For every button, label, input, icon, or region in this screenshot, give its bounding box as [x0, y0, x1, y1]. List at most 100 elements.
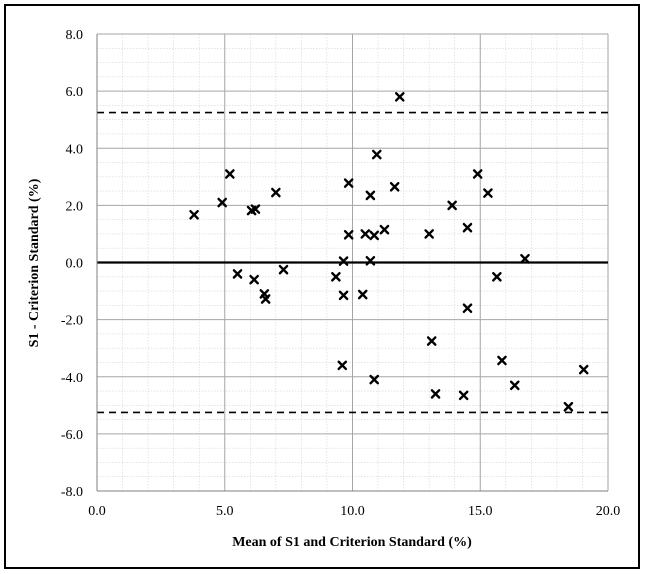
point-stroke	[497, 355, 507, 366]
y-tick-label: 4.0	[66, 142, 84, 157]
point-stroke	[369, 230, 380, 241]
data-point	[250, 204, 261, 214]
point-stroke	[338, 256, 349, 266]
point-stroke	[278, 264, 289, 275]
data-point	[278, 264, 289, 275]
point-stroke	[578, 364, 589, 375]
point-stroke	[389, 182, 400, 192]
point-stroke	[338, 290, 349, 301]
data-point	[232, 269, 243, 279]
data-point	[225, 169, 235, 179]
x-tick-label: 5.0	[216, 504, 234, 519]
point-stroke	[365, 255, 376, 266]
data-point	[379, 224, 390, 235]
point-stroke	[492, 271, 502, 282]
data-point	[337, 360, 348, 371]
point-stroke	[371, 149, 382, 160]
data-point	[394, 92, 405, 102]
point-stroke	[249, 274, 259, 285]
x-tick-label: 20.0	[596, 504, 621, 519]
data-point	[369, 374, 380, 385]
y-tick-label: -4.0	[61, 371, 83, 386]
data-point	[338, 290, 349, 301]
data-point	[424, 229, 434, 239]
data-point	[462, 303, 473, 313]
point-stroke	[260, 294, 271, 304]
x-tick-label: 10.0	[340, 504, 365, 519]
data-point	[371, 149, 382, 160]
data-point	[271, 187, 281, 198]
data-point	[343, 229, 354, 240]
point-stroke	[271, 187, 281, 198]
data-point	[509, 380, 520, 391]
point-stroke	[343, 229, 354, 240]
data-point	[563, 401, 574, 412]
point-stroke	[232, 269, 243, 279]
point-stroke	[365, 190, 376, 201]
data-point	[472, 169, 483, 179]
y-tick-label: 8.0	[66, 28, 84, 43]
y-tick-labels: 8.0 6.0 4.0 2.0 0.0 -2.0 -4.0 -6.0 -8.0	[61, 28, 83, 500]
data-point	[357, 289, 368, 300]
point-stroke	[462, 222, 473, 233]
point-stroke	[472, 169, 483, 179]
y-axis-title: S1 - Criterion Standard (%)	[27, 178, 42, 347]
point-stroke	[250, 204, 261, 214]
point-stroke	[357, 289, 368, 300]
point-stroke	[430, 389, 441, 399]
data-point	[369, 230, 380, 241]
data-point	[365, 255, 376, 266]
point-stroke	[458, 390, 469, 401]
data-point	[458, 390, 469, 401]
y-tick-label: -2.0	[61, 314, 83, 329]
data-points	[189, 92, 589, 412]
point-stroke	[520, 253, 530, 264]
point-stroke	[424, 229, 434, 239]
data-point	[365, 190, 376, 201]
point-stroke	[225, 169, 235, 179]
data-point	[497, 355, 507, 366]
data-point	[249, 274, 259, 285]
data-point	[260, 294, 271, 304]
point-stroke	[369, 374, 380, 385]
chart-frame	[4, 4, 640, 569]
y-tick-label: 6.0	[66, 85, 84, 100]
x-axis-title: Mean of S1 and Criterion Standard (%)	[232, 535, 472, 550]
data-point	[360, 229, 371, 239]
x-tick-label: 0.0	[88, 504, 106, 519]
data-point	[430, 389, 441, 399]
data-point	[217, 197, 227, 208]
data-point	[578, 364, 589, 375]
point-stroke	[563, 401, 574, 412]
point-stroke	[394, 92, 405, 102]
data-point	[462, 222, 473, 233]
data-point	[389, 182, 400, 192]
point-stroke	[337, 360, 348, 371]
point-stroke	[462, 303, 473, 313]
point-stroke	[217, 197, 227, 208]
point-stroke	[447, 200, 457, 211]
point-stroke	[426, 336, 437, 346]
data-point	[189, 210, 199, 220]
point-stroke	[360, 229, 371, 239]
point-stroke	[483, 188, 493, 198]
data-point	[331, 271, 341, 282]
data-point	[338, 256, 349, 266]
data-point	[492, 271, 502, 282]
y-tick-label: 0.0	[66, 257, 84, 272]
y-tick-label: 2.0	[66, 199, 84, 214]
x-tick-labels: 0.0 5.0 10.0 15.0 20.0	[88, 504, 620, 519]
point-stroke	[379, 224, 390, 235]
point-stroke	[509, 380, 520, 391]
data-point	[343, 178, 354, 188]
data-point	[447, 200, 457, 211]
axes	[96, 34, 608, 492]
data-point	[483, 188, 493, 198]
data-point	[520, 253, 530, 264]
y-tick-label: -6.0	[61, 428, 83, 443]
point-stroke	[343, 178, 354, 188]
y-tick-label: -8.0	[61, 485, 83, 500]
data-point	[426, 336, 437, 346]
point-stroke	[189, 210, 199, 220]
